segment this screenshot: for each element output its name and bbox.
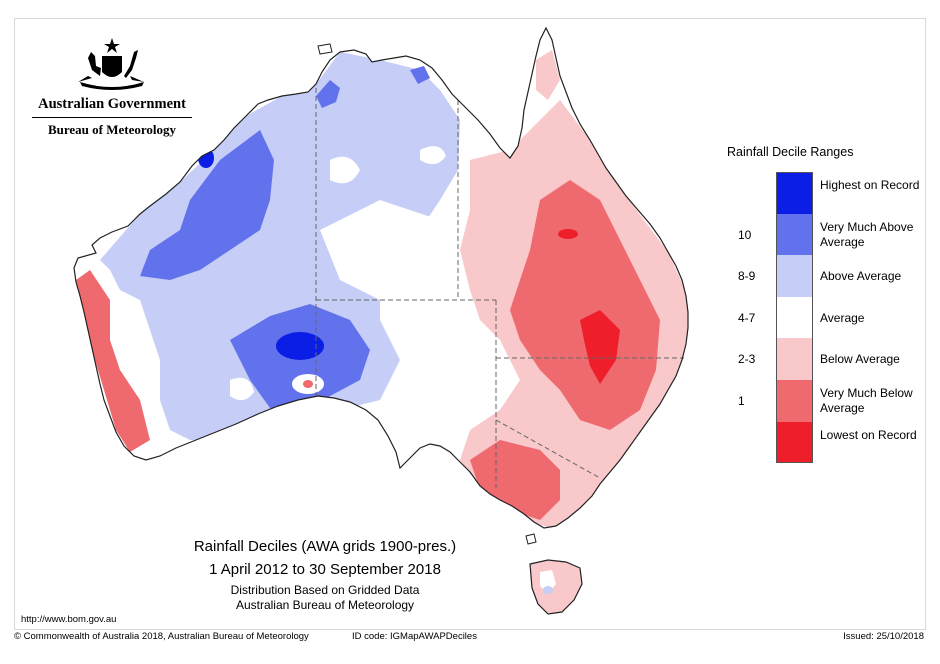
- very-much-below-average-region: [303, 380, 313, 388]
- id-code: ID code: IGMapAWAPDeciles: [352, 631, 477, 642]
- legend-code: 1: [738, 393, 745, 408]
- legend-row: 1 Very Much Below Average: [738, 379, 918, 422]
- legend-code: 8-9: [738, 269, 756, 284]
- legend-label: Highest on Record: [820, 178, 920, 192]
- very-much-below-average-region: [76, 270, 150, 452]
- legend-code: 4-7: [738, 310, 756, 325]
- bom-url: http://www.bom.gov.au: [21, 614, 117, 625]
- decile-regions: [76, 50, 688, 528]
- legend-row: Highest on Record: [738, 172, 920, 214]
- government-title: Australian Government: [32, 96, 192, 118]
- map-distribution-note: Distribution Based on Gridded Data: [230, 583, 420, 597]
- very-much-above-average-region: [316, 80, 340, 108]
- legend-row: 10 Very Much Above Average: [738, 213, 918, 256]
- legend-swatch: [776, 379, 813, 422]
- legend-swatch: [776, 296, 813, 339]
- tasmania: [529, 559, 583, 615]
- average-patch: [420, 146, 446, 165]
- legend-swatch: [776, 338, 813, 380]
- island: [317, 43, 333, 55]
- nsw-vic-border: [495, 419, 601, 479]
- legend-swatch: [776, 213, 813, 256]
- legend-row: Lowest on Record: [738, 421, 918, 464]
- map-period: 1 April 2012 to 30 September 2018: [209, 561, 441, 578]
- legend-row: 8-9 Above Average: [738, 255, 918, 297]
- legend-swatch: [776, 172, 813, 214]
- legend-code: 10: [738, 227, 752, 242]
- lowest-on-record-region: [580, 310, 620, 384]
- above-average-region: [100, 52, 460, 440]
- legend-label: Very Much Above Average: [820, 219, 914, 249]
- map-source: Australian Bureau of Meteorology: [235, 598, 415, 612]
- map-frame: [14, 18, 926, 630]
- decile-legend: Highest on Record 10 Very Much Above Ave…: [738, 172, 920, 464]
- above-average-region: [543, 586, 553, 594]
- issued-date: Issued: 25/10/2018: [843, 631, 924, 642]
- legend-label: Below Average: [820, 352, 900, 367]
- copyright-text: © Commonwealth of Australia 2018, Austra…: [14, 631, 309, 642]
- government-logo: Australian Government Bureau of Meteorol…: [32, 36, 192, 138]
- legend-label: Very Much Below Average: [820, 385, 913, 415]
- legend-label: Average: [820, 310, 865, 325]
- highest-on-record-region: [276, 332, 324, 360]
- below-average-region: [536, 50, 560, 100]
- lowest-on-record-region: [558, 229, 578, 239]
- legend-swatch: [776, 255, 813, 297]
- average-patch: [320, 200, 460, 300]
- average-patch: [230, 377, 254, 401]
- bureau-title: Bureau of Meteorology: [47, 122, 177, 137]
- legend-swatch: [776, 421, 813, 464]
- very-much-below-average-region: [510, 180, 660, 430]
- legend-label: Above Average: [820, 269, 902, 284]
- average-patch: [330, 156, 360, 184]
- legend-code: 2-3: [738, 352, 756, 367]
- very-much-above-average-region: [140, 130, 274, 280]
- island: [525, 533, 537, 545]
- state-borders: [315, 88, 684, 488]
- coastline: [73, 26, 689, 529]
- map-title: Rainfall Deciles (AWA grids 1900-pres.): [193, 538, 457, 555]
- legend-label: Lowest on Record: [820, 427, 917, 442]
- legend-row: 4-7 Average: [738, 296, 918, 339]
- legend-row: 2-3 Below Average: [738, 338, 918, 380]
- legend-title: Rainfall Decile Ranges: [727, 145, 854, 159]
- very-much-above-average-region: [410, 66, 430, 84]
- very-much-below-average-region: [470, 440, 560, 520]
- coat-of-arms-icon: [78, 38, 144, 90]
